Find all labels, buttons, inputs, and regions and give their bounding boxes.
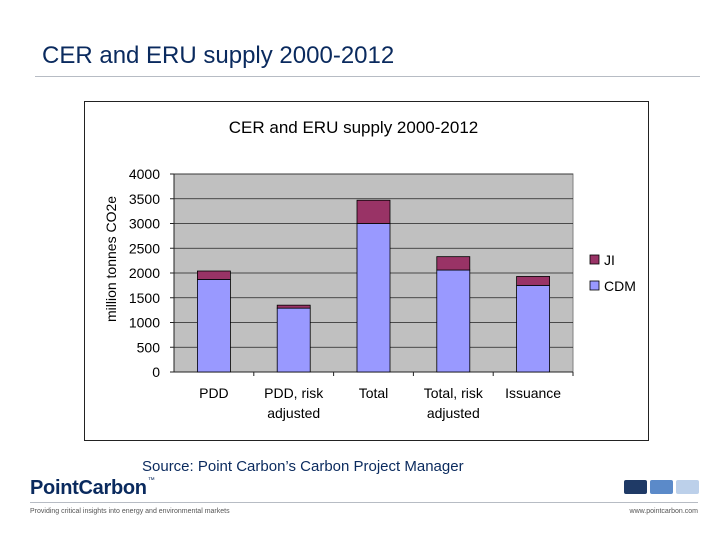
x-tick-label: Total: [359, 385, 389, 401]
slide-title: CER and ERU supply 2000-2012: [42, 42, 395, 69]
x-tick-label: Total, risk: [424, 385, 484, 401]
y-tick-label: 3000: [129, 216, 160, 232]
decor-square-mid: [650, 480, 673, 494]
bar-ji: [436, 256, 471, 271]
footer-divider: [30, 502, 698, 503]
y-tick-label: 2500: [129, 240, 160, 256]
bar-cdm: [356, 223, 391, 373]
chart: CER and ERU supply 2000-2012 0 500 1000 1500…: [103, 102, 636, 421]
y-tick-label: 3500: [129, 191, 160, 207]
chart-title: CER and ERU supply 2000-2012: [229, 118, 478, 137]
legend-swatch-ji: [589, 254, 600, 265]
x-tick-label: adjusted: [427, 405, 480, 421]
y-tick-label: 1000: [129, 315, 160, 331]
decor-square-dark: [624, 480, 647, 494]
legend-label-ji: JI: [604, 252, 615, 268]
logo-text: PointCarbon: [30, 477, 147, 499]
y-axis-label: million tonnes CO2e: [103, 196, 119, 322]
x-tick-label: PDD, risk: [264, 385, 324, 401]
source-note: Source: Point Carbon’s Carbon Project Ma…: [142, 458, 464, 475]
title-divider: [35, 76, 700, 77]
footer-tagline: Providing critical insights into energy …: [30, 508, 230, 515]
y-tick-label: 1500: [129, 290, 160, 306]
bar-ji: [356, 199, 391, 224]
y-tick-label: 4000: [129, 166, 160, 182]
bar-cdm: [197, 279, 231, 373]
footer-website: www.pointcarbon.com: [629, 508, 698, 515]
x-tick-label: PDD: [199, 385, 229, 401]
y-tick-label: 0: [152, 364, 160, 380]
y-tick-label: 2000: [129, 265, 160, 281]
legend-label-cdm: CDM: [604, 278, 636, 294]
bar-cdm: [516, 284, 551, 373]
bar-cdm: [276, 307, 311, 373]
x-tick-label: adjusted: [267, 405, 320, 421]
logo-trademark: ™: [147, 477, 155, 484]
y-label-clip: [103, 102, 127, 185]
y-tick-label: 500: [137, 339, 161, 355]
bar-ji: [516, 276, 551, 286]
bar-ji: [197, 270, 231, 280]
legend-swatch-cdm: [589, 280, 600, 291]
bar-ji: [276, 304, 311, 309]
bar-cdm: [436, 269, 471, 373]
chart-frame: CER and ERU supply 2000-2012 0 500 1000 1500…: [84, 101, 649, 441]
decor-square-light: [676, 480, 699, 494]
point-carbon-logo: PointCarbon™: [30, 477, 155, 500]
x-tick-label: Issuance: [505, 385, 561, 401]
